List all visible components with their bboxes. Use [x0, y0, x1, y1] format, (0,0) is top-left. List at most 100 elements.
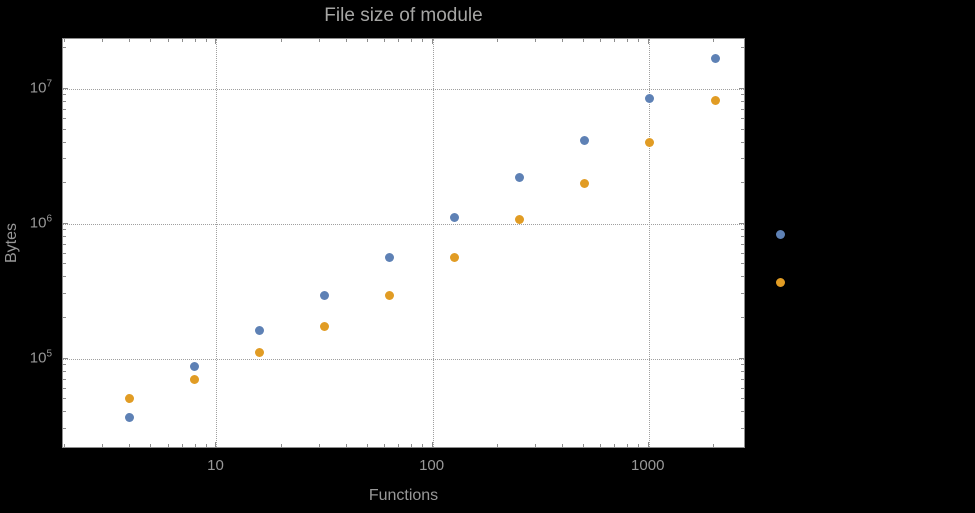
horizontal-gridline: [63, 358, 744, 360]
data-point-blue-series: [710, 54, 720, 64]
x-axis-label: Functions: [368, 487, 439, 504]
tick-mark: [600, 444, 601, 447]
tick-mark: [741, 109, 744, 110]
tick-mark: [63, 142, 66, 143]
tick-mark: [63, 101, 66, 102]
tick-mark: [63, 293, 66, 294]
data-point-orange-series: [515, 215, 525, 225]
tick-mark: [739, 88, 744, 89]
data-point-orange-series: [645, 137, 655, 147]
tick-mark: [741, 182, 744, 183]
data-point-blue-series: [124, 412, 134, 422]
data-point-blue-series: [580, 135, 590, 145]
tick-mark: [411, 39, 412, 42]
tick-mark: [281, 444, 282, 447]
tick-mark: [63, 94, 66, 95]
tick-mark: [319, 39, 320, 42]
tick-mark: [741, 101, 744, 102]
tick-mark: [168, 39, 169, 42]
vertical-gridline: [432, 39, 434, 447]
tick-mark: [535, 39, 536, 42]
data-point-orange-series: [124, 393, 134, 403]
tick-mark: [63, 236, 66, 237]
tick-mark: [168, 444, 169, 447]
tick-mark: [384, 444, 385, 447]
tick-mark: [648, 442, 649, 447]
data-point-blue-series: [775, 229, 785, 239]
tick-mark: [741, 253, 744, 254]
tick-mark: [63, 276, 66, 277]
horizontal-gridline: [63, 223, 744, 225]
tick-mark: [741, 263, 744, 264]
tick-mark: [367, 444, 368, 447]
tick-mark: [102, 39, 103, 42]
tick-mark: [129, 39, 130, 42]
tick-mark: [150, 444, 151, 447]
tick-mark: [63, 118, 66, 119]
tick-mark: [614, 444, 615, 447]
tick-mark: [583, 444, 584, 447]
tick-mark: [182, 444, 183, 447]
tick-mark: [741, 236, 744, 237]
data-point-orange-series: [190, 374, 199, 384]
chart-title: File size of module: [324, 5, 483, 26]
tick-mark: [741, 276, 744, 277]
data-point-orange-series: [580, 179, 590, 189]
tick-mark: [411, 444, 412, 447]
tick-mark: [741, 398, 744, 399]
tick-mark: [195, 444, 196, 447]
tick-mark: [627, 39, 628, 42]
y-tick-label: 107: [29, 78, 52, 97]
tick-mark: [63, 109, 66, 110]
tick-mark: [63, 358, 68, 359]
tick-mark: [63, 244, 66, 245]
data-point-blue-series: [645, 93, 655, 103]
tick-mark: [741, 364, 744, 365]
tick-mark: [432, 442, 433, 447]
tick-mark: [422, 39, 423, 42]
tick-mark: [398, 444, 399, 447]
tick-mark: [102, 444, 103, 447]
tick-mark: [215, 39, 216, 44]
tick-mark: [63, 88, 68, 89]
tick-mark: [63, 229, 66, 230]
tick-mark: [741, 428, 744, 429]
tick-mark: [367, 39, 368, 42]
tick-mark: [63, 379, 66, 380]
tick-mark: [63, 371, 66, 372]
tick-mark: [398, 39, 399, 42]
data-point-orange-series: [320, 322, 330, 332]
tick-mark: [63, 158, 66, 159]
tick-mark: [63, 47, 66, 48]
tick-mark: [741, 158, 744, 159]
tick-mark: [741, 47, 744, 48]
tick-mark: [739, 358, 744, 359]
data-point-blue-series: [385, 253, 395, 263]
data-point-orange-series: [775, 278, 785, 288]
tick-mark: [319, 444, 320, 447]
tick-mark: [497, 39, 498, 42]
x-tick-label: 1000: [631, 457, 665, 474]
tick-mark: [432, 39, 433, 44]
tick-mark: [206, 39, 207, 42]
tick-mark: [63, 129, 66, 130]
tick-mark: [741, 129, 744, 130]
tick-mark: [741, 142, 744, 143]
tick-mark: [63, 253, 66, 254]
tick-mark: [422, 444, 423, 447]
tick-mark: [739, 223, 744, 224]
tick-mark: [63, 398, 66, 399]
tick-mark: [215, 442, 216, 447]
data-point-orange-series: [385, 290, 395, 300]
tick-mark: [63, 364, 66, 365]
tick-mark: [63, 223, 68, 224]
x-tick-label: 10: [207, 457, 224, 474]
tick-mark: [741, 371, 744, 372]
tick-mark: [63, 182, 66, 183]
tick-mark: [497, 444, 498, 447]
tick-mark: [638, 39, 639, 42]
tick-mark: [713, 444, 714, 447]
tick-mark: [63, 263, 66, 264]
tick-mark: [741, 293, 744, 294]
tick-mark: [741, 94, 744, 95]
